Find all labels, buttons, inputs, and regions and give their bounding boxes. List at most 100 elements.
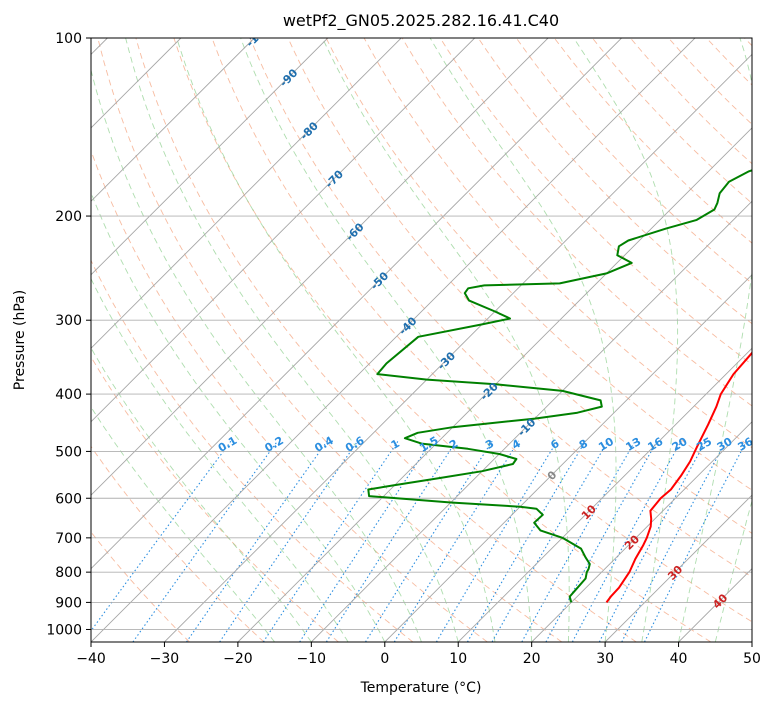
dry-adiabat [553, 38, 752, 244]
isotherm-label: -30 [435, 349, 458, 372]
dry-adiabat [592, 38, 752, 204]
isotherms [91, 38, 752, 642]
mixing-ratio-line [545, 440, 658, 642]
dry-adiabat [91, 356, 339, 642]
moist-adiabat [125, 38, 459, 642]
y-tick-label: 100 [55, 31, 82, 47]
mixing-ratio-line [91, 440, 232, 632]
x-tick-label: 10 [449, 651, 467, 667]
temperature-profile-line [605, 351, 752, 603]
isotherm-line [384, 274, 752, 642]
isotherm-label: -50 [368, 269, 391, 292]
y-tick-label: 400 [55, 387, 82, 403]
moist-adiabat [678, 38, 752, 642]
y-tick-label: 200 [55, 209, 82, 225]
isotherm-line [604, 494, 752, 642]
x-tick-label: −40 [76, 651, 106, 667]
moist-adiabat [176, 38, 496, 642]
isobars [91, 38, 752, 630]
dewpoint-profile-line [367, 169, 752, 603]
mixing-ratio-line [325, 440, 457, 642]
x-tick-label: 40 [670, 651, 688, 667]
isotherm-line [91, 38, 696, 642]
isotherm-line [237, 127, 752, 642]
isotherm-line [91, 38, 549, 496]
isotherm-line [91, 38, 622, 570]
dry-adiabats [91, 38, 752, 642]
plot-frame [90, 37, 753, 643]
isotherm-label: -80 [298, 119, 321, 142]
y-tick-label: 1000 [46, 622, 82, 638]
x-axis-label: Temperature (°C) [360, 680, 482, 696]
isotherm-label: 0 [545, 468, 560, 483]
dry-adiabat [91, 149, 488, 642]
mixing-ratio-line [644, 440, 748, 642]
plot-area: -100-90-80-70-60-50-40-30-20-10010203040… [91, 21, 755, 642]
y-tick-label: 900 [55, 595, 82, 611]
mixing-ratio-labels: 0.1 0.2 0.4 0.6 1 1.5 2 3 4 6 8 10 13 16 20 25 30 36 [216, 434, 755, 455]
y-axis-label: Pressure (hPa) [12, 290, 28, 390]
moist-adiabat [240, 38, 533, 642]
dry-adiabat [668, 38, 752, 125]
dry-adiabat [363, 38, 752, 449]
dry-adiabat [477, 38, 752, 325]
mixing-ratio-label: 4 [510, 437, 523, 452]
dry-adiabat [91, 531, 190, 642]
x-tick-label: −10 [297, 651, 327, 667]
isotherm-label: 40 [710, 591, 730, 611]
mixing-ratio-label: 36 [735, 435, 755, 454]
mixing-ratio-line [365, 440, 493, 642]
mixing-ratio-line [393, 440, 520, 642]
isotherm-label: -60 [343, 220, 366, 243]
sounding-profiles [367, 169, 752, 603]
chart-title: wetPf2_GN05.2025.282.16.41.C40 [283, 11, 559, 31]
isotherm-line [678, 567, 752, 642]
mixing-ratio-line [262, 440, 399, 642]
isotherm-label: -70 [323, 167, 346, 190]
dry-adiabat [744, 38, 752, 47]
isotherm-line [310, 200, 752, 642]
mixing-ratio-label: 2 [447, 437, 460, 452]
dry-adiabat [249, 38, 752, 578]
x-tick-label: 20 [523, 651, 541, 667]
isotherm-line [751, 641, 752, 642]
mixing-ratio-line [435, 440, 558, 642]
mixing-ratio-line [132, 440, 279, 642]
mixing-ratio-line [299, 440, 433, 642]
x-tick-label: 0 [380, 651, 389, 667]
y-tick-label: 600 [55, 491, 82, 507]
mixing-ratio-line [219, 440, 359, 642]
dry-adiabat [515, 38, 752, 284]
dry-adiabat [325, 38, 752, 491]
y-tick-label: 800 [55, 565, 82, 581]
dry-adiabat [97, 38, 563, 642]
x-tick-label: 50 [743, 651, 761, 667]
x-tick-label: −30 [150, 651, 180, 667]
mixing-ratio-line [598, 440, 707, 642]
dry-adiabat [91, 445, 265, 642]
isotherm-line [91, 38, 329, 276]
moist-adiabat [91, 406, 275, 642]
dry-adiabat [211, 38, 752, 623]
dry-adiabat [439, 38, 752, 366]
moist-adiabat [714, 499, 752, 642]
x-tick-label: −20 [223, 651, 253, 667]
isotherm-line [91, 38, 402, 349]
mixing-ratio-label: 6 [548, 437, 561, 452]
y-tick-label: 500 [55, 444, 82, 460]
moist-adiabat [91, 68, 422, 642]
isotherm-label: -100 [244, 21, 273, 50]
moist-adiabat [321, 38, 570, 642]
y-tick-label: 700 [55, 531, 82, 547]
moist-adiabat [91, 346, 312, 642]
isotherm-line [531, 421, 752, 642]
dry-adiabat [630, 38, 752, 165]
isotherm-label: -90 [277, 66, 300, 89]
isotherm-line [164, 53, 752, 642]
isotherm-line [457, 347, 752, 642]
mixing-ratio-line [186, 440, 328, 642]
mixing-ratio-line [491, 440, 609, 642]
moist-adiabats [91, 38, 752, 642]
